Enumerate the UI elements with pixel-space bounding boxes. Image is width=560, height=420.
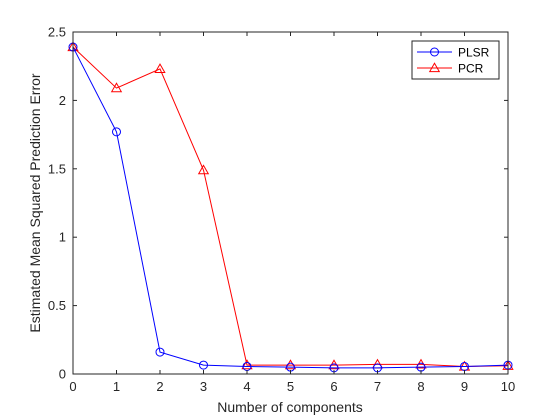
legend-box [411,40,500,80]
x-tick-label: 5 [287,379,294,394]
y-tick-label: 1 [59,230,66,245]
legend-marker-plsr [430,47,439,57]
x-tick-label: 6 [330,379,337,394]
x-tick-label: 7 [374,379,381,394]
data-point-plsr [112,127,121,137]
x-tick-label: 4 [243,379,250,394]
x-tick-label: 0 [69,379,76,394]
x-tick-label: 1 [113,379,120,394]
legend: PLSR PCR [411,40,500,80]
y-tick-label: 1.5 [48,161,66,176]
series-layer [67,41,514,373]
y-tick-label: 0.5 [48,298,66,313]
data-point-plsr [155,347,165,357]
x-tick-label: 9 [461,379,468,394]
y-axis-label: Estimated Mean Squared Prediction Error [27,73,43,332]
x-tick-label: 2 [156,379,163,394]
x-tick-label: 3 [200,379,207,394]
legend-label-pcr: PCR [458,62,484,76]
data-point-plsr [199,360,208,370]
data-point-pcr [110,82,123,93]
y-tick-label: 2.5 [48,25,66,40]
plot-area [73,32,508,374]
data-point-pcr [241,359,253,370]
legend-label-plsr: PLSR [458,46,490,60]
x-tick-label: 8 [417,379,424,394]
series-line-plsr [72,46,509,369]
data-point-pcr [197,164,210,175]
x-tick-label: 10 [501,379,515,394]
legend-marker-pcr [428,62,441,73]
y-tick-label: 2 [59,93,66,108]
y-tick-label: 0 [59,367,66,382]
x-axis-label: Number of components [217,399,363,415]
data-point-pcr [154,63,166,74]
series-line-pcr [72,46,509,367]
axes-layer: 0 1 2 3 4 5 6 7 8 9 10 0 0.5 1 1.5 2 2.5 [48,25,515,395]
data-point-pcr [284,359,297,370]
